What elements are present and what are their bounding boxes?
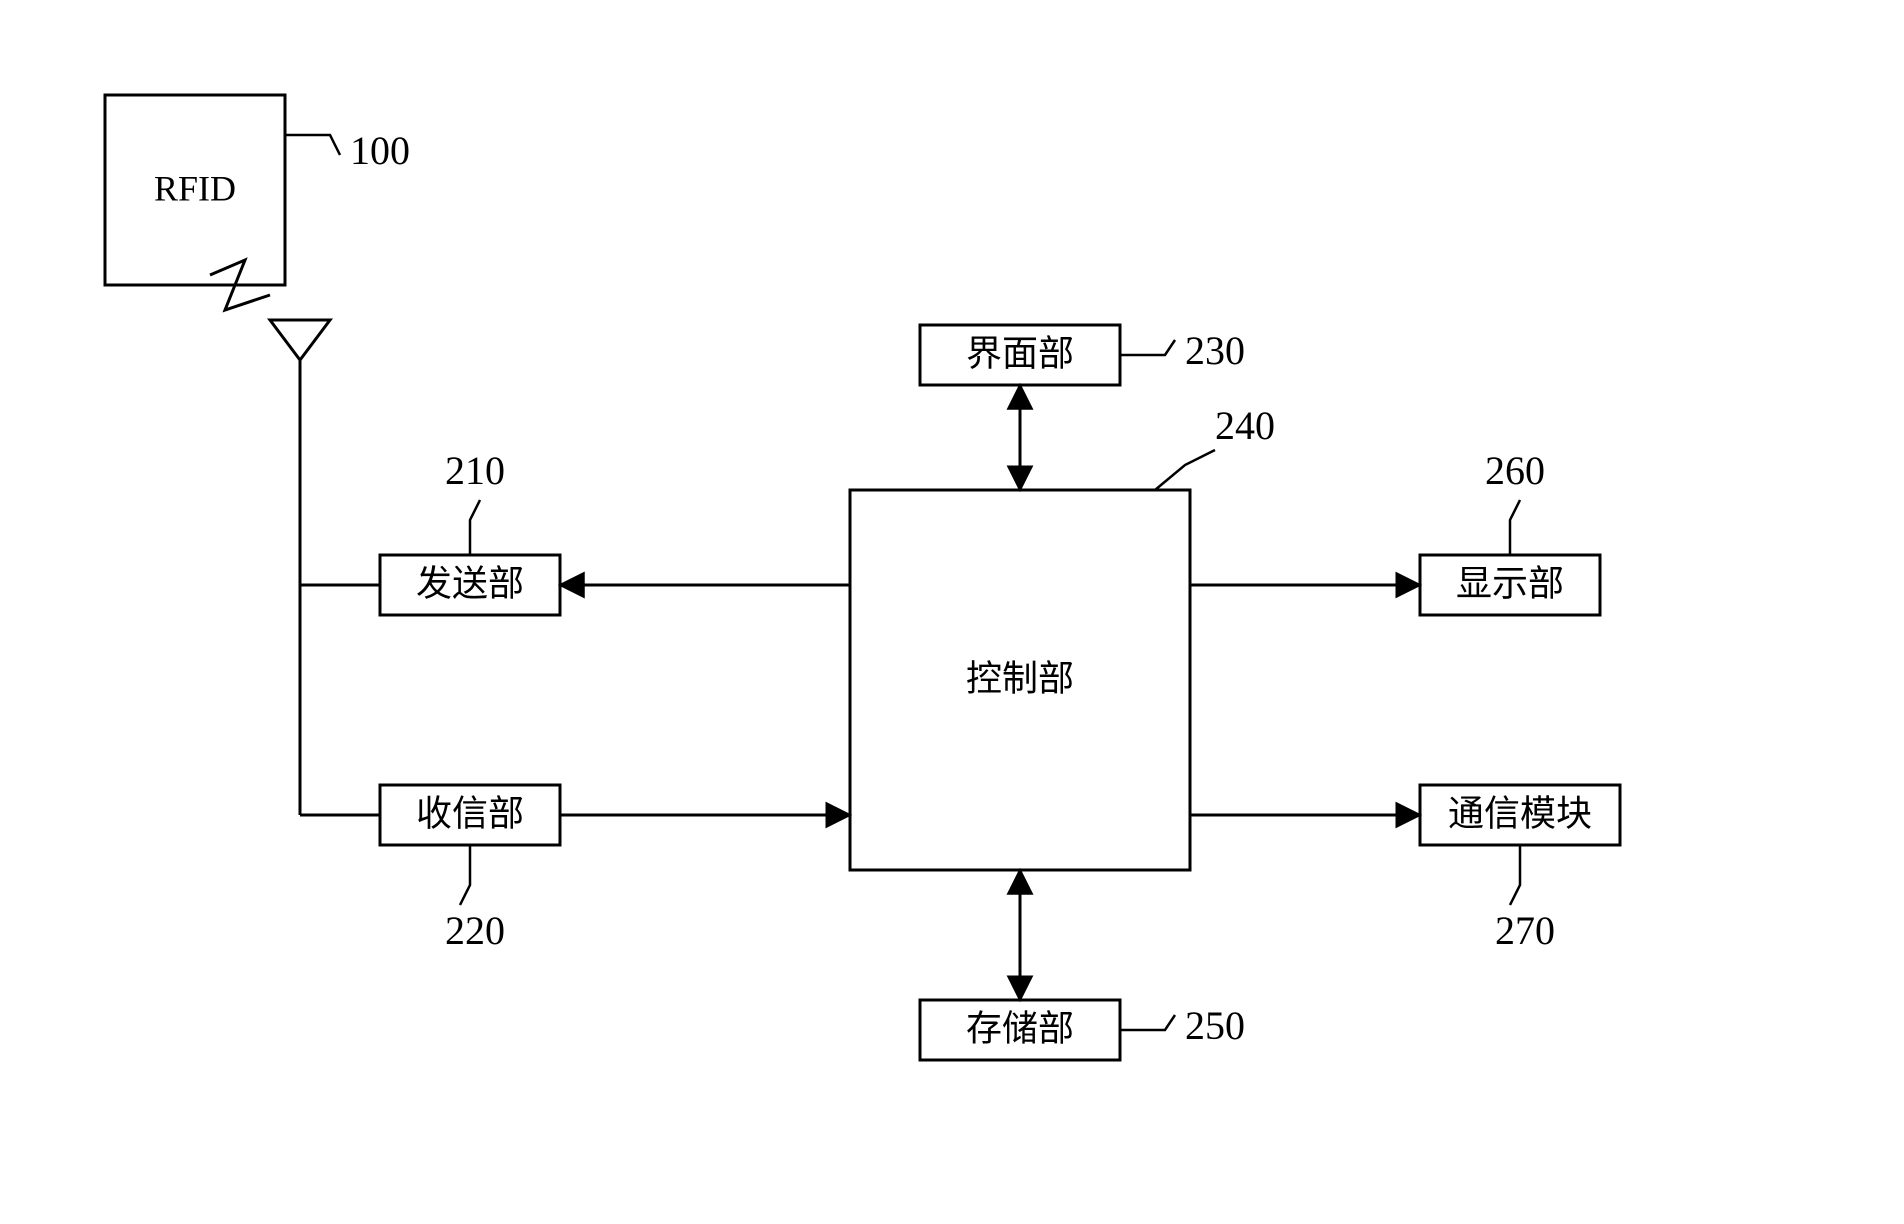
ref-label-send: 210: [445, 448, 505, 493]
block-iface: 界面部: [920, 325, 1120, 385]
block-comm: 通信模块: [1420, 785, 1620, 845]
ref-label-recv: 220: [445, 908, 505, 953]
block-label-iface: 界面部: [966, 333, 1074, 373]
ref-leader-rfid: [285, 135, 340, 155]
ref-label-rfid: 100: [350, 128, 410, 173]
block-send: 发送部: [380, 555, 560, 615]
block-label-rfid: RFID: [154, 168, 236, 208]
ref-label-comm: 270: [1495, 908, 1555, 953]
block-label-display: 显示部: [1456, 563, 1564, 603]
block-label-ctrl: 控制部: [966, 658, 1074, 698]
block-rfid: RFID: [105, 95, 285, 285]
block-recv: 收信部: [380, 785, 560, 845]
block-display: 显示部: [1420, 555, 1600, 615]
block-store: 存储部: [920, 1000, 1120, 1060]
antenna-icon: [270, 320, 330, 360]
ref-leader-recv: [460, 845, 470, 905]
ref-leader-iface: [1120, 340, 1175, 355]
ref-leader-display: [1510, 500, 1520, 555]
block-ctrl: 控制部: [850, 490, 1190, 870]
ref-label-iface: 230: [1185, 328, 1245, 373]
block-label-send: 发送部: [416, 563, 524, 603]
ref-label-ctrl: 240: [1215, 403, 1275, 448]
block-label-recv: 收信部: [416, 793, 524, 833]
ref-label-store: 250: [1185, 1003, 1245, 1048]
block-label-comm: 通信模块: [1448, 793, 1592, 833]
block-label-store: 存储部: [966, 1008, 1074, 1048]
ref-leader-ctrl: [1155, 450, 1215, 490]
ref-leader-send: [470, 500, 480, 555]
ref-leader-store: [1120, 1015, 1175, 1030]
ref-leader-comm: [1510, 845, 1520, 905]
ref-label-display: 260: [1485, 448, 1545, 493]
system-block-diagram: RFID 发送部收信部 界面部控制部存储部 显示部通信模块 100 210 220 230 2…: [0, 0, 1904, 1224]
